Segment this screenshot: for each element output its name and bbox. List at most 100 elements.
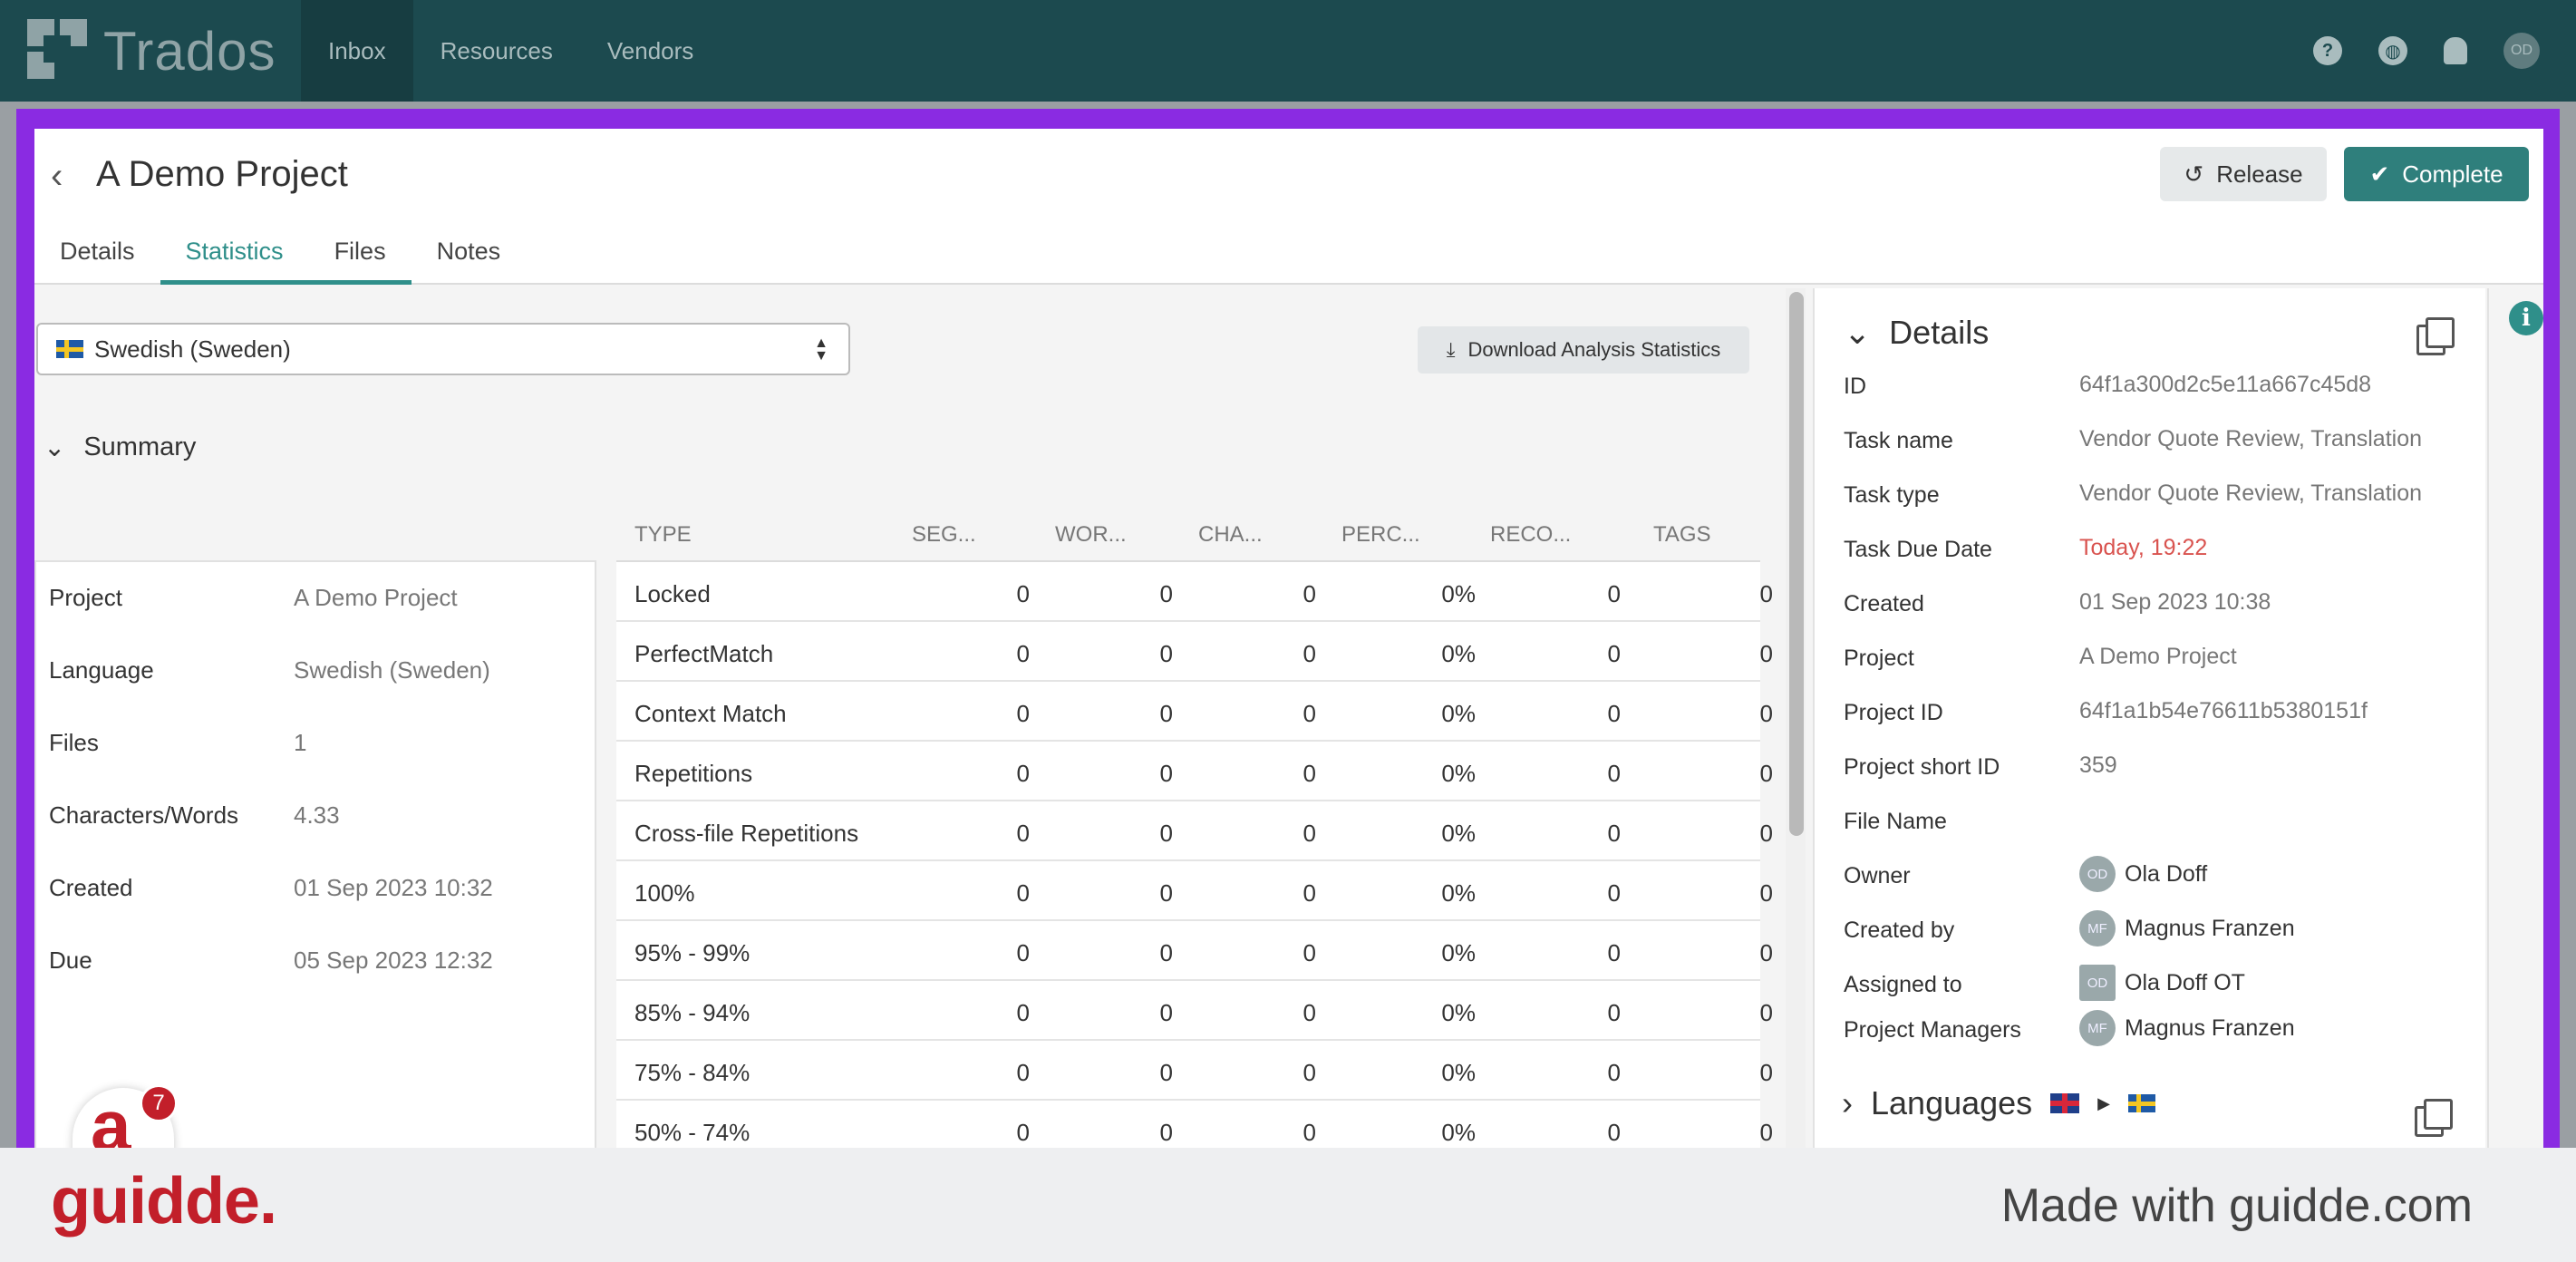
- detail-label: Project short ID: [1844, 754, 2000, 780]
- task-header: ‹ A Demo Project Details Statistics File…: [34, 129, 2543, 285]
- table-row[interactable]: 85% - 94% 0 0 0 0% 0 0: [616, 981, 1773, 1041]
- scrollbar-thumb[interactable]: [1789, 292, 1804, 836]
- language-select[interactable]: Swedish (Sweden) ▲ ▼: [36, 323, 850, 375]
- person-name: Ola Doff OT: [2125, 969, 2245, 995]
- row-cell: 0: [1016, 939, 1030, 966]
- row-cell: 0: [1303, 760, 1316, 787]
- summary-label: Project: [49, 584, 122, 611]
- row-cell: 0%: [1441, 820, 1476, 847]
- table-row[interactable]: Repetitions 0 0 0 0% 0 0: [616, 742, 1773, 801]
- row-cell: 0: [1016, 760, 1030, 787]
- detail-label: File Name: [1844, 809, 1947, 834]
- user-avatar[interactable]: OD: [2503, 33, 2540, 69]
- release-button[interactable]: ↺ Release: [2160, 147, 2327, 201]
- col-tags[interactable]: TAGS: [1653, 522, 1711, 547]
- row-cell: 0: [1159, 1119, 1173, 1146]
- row-cell: 0: [1759, 999, 1773, 1026]
- nav-resources[interactable]: Resources: [440, 36, 553, 64]
- table-row[interactable]: Cross-file Repetitions 0 0 0 0% 0 0: [616, 801, 1773, 861]
- detail-label: Project Managers: [1844, 1017, 2021, 1043]
- table-row[interactable]: 50% - 74% 0 0 0 0% 0 0: [616, 1101, 1773, 1151]
- detail-value: 01 Sep 2023 10:38: [2079, 589, 2271, 615]
- avatar: MF: [2079, 910, 2116, 946]
- download-label: Download Analysis Statistics: [1467, 338, 1721, 361]
- complete-button[interactable]: ✔ Complete: [2344, 147, 2529, 201]
- row-cell: 0: [1159, 820, 1173, 847]
- back-chevron-icon[interactable]: ‹: [51, 156, 63, 196]
- table-row[interactable]: 95% - 99% 0 0 0 0% 0 0: [616, 921, 1773, 981]
- languages-toggle[interactable]: › Languages ▶: [1842, 1084, 2166, 1122]
- row-cell: 0: [1159, 999, 1173, 1026]
- detail-label: Owner: [1844, 863, 1911, 888]
- summary-label: Characters/Words: [49, 801, 239, 829]
- tab-notes[interactable]: Notes: [436, 238, 501, 265]
- logo-text: Trados: [103, 20, 276, 82]
- guidde-logo: guidde.: [51, 1165, 277, 1238]
- detail-value: Vendor Quote Review, Translation: [2079, 426, 2423, 451]
- row-type: 50% - 74%: [634, 1119, 751, 1146]
- row-cell: 0: [1759, 820, 1773, 847]
- detail-label: Project: [1844, 646, 1914, 671]
- row-cell: 0%: [1441, 939, 1476, 966]
- side-strip: [2487, 288, 2543, 1151]
- row-cell: 0: [1607, 939, 1621, 966]
- arrow-right-icon: ▶: [2097, 1093, 2111, 1112]
- row-type: 100%: [634, 879, 695, 907]
- col-type[interactable]: TYPE: [634, 522, 692, 547]
- nav-vendors[interactable]: Vendors: [606, 36, 694, 64]
- table-row[interactable]: PerfectMatch 0 0 0 0% 0 0: [616, 622, 1773, 682]
- detail-value: Vendor Quote Review, Translation: [2079, 481, 2423, 506]
- detail-value: 64f1a1b54e76611b5380151f: [2079, 698, 2368, 723]
- details-toggle[interactable]: ⌄ Details: [1844, 314, 1989, 352]
- row-cell: 0: [1159, 879, 1173, 907]
- row-cell: 0: [1016, 999, 1030, 1026]
- col-words[interactable]: WOR...: [1055, 522, 1127, 547]
- row-cell: 0%: [1441, 879, 1476, 907]
- row-cell: 0%: [1441, 640, 1476, 667]
- table-body: Locked 0 0 0 0% 0 0 PerfectMatch 0 0 0 0% 0 0 Context …: [616, 560, 1773, 1151]
- person-name: Magnus Franzen: [2125, 1014, 2295, 1041]
- summary-value: Swedish (Sweden): [294, 656, 490, 684]
- top-bar: Trados Inbox Resources Vendors ? ◍ OD: [0, 0, 2576, 102]
- row-type: Locked: [634, 580, 711, 607]
- table-row[interactable]: 75% - 84% 0 0 0 0% 0 0: [616, 1041, 1773, 1101]
- table-row[interactable]: 100% 0 0 0 0% 0 0: [616, 861, 1773, 921]
- table-row[interactable]: Locked 0 0 0 0% 0 0: [616, 562, 1773, 622]
- copy-icon[interactable]: [2415, 1099, 2453, 1137]
- copy-icon[interactable]: [2416, 317, 2455, 355]
- row-cell: 0: [1159, 1059, 1173, 1086]
- detail-label: Task type: [1844, 482, 1940, 508]
- summary-toggle[interactable]: ⌄ Summary: [44, 432, 196, 463]
- row-cell: 0%: [1441, 700, 1476, 727]
- globe-icon[interactable]: ◍: [2378, 36, 2407, 65]
- col-segments[interactable]: SEG...: [912, 522, 976, 547]
- trados-logo[interactable]: Trados: [27, 18, 276, 83]
- row-cell: 0: [1759, 760, 1773, 787]
- row-cell: 0: [1159, 939, 1173, 966]
- nav-inbox[interactable]: Inbox: [301, 0, 413, 102]
- bell-icon[interactable]: [2444, 37, 2467, 64]
- info-icon[interactable]: i: [2509, 301, 2543, 335]
- download-statistics-button[interactable]: ⤓ Download Analysis Statistics: [1418, 326, 1749, 374]
- tab-details[interactable]: Details: [60, 238, 135, 265]
- summary-label: Files: [49, 729, 99, 756]
- row-type: Context Match: [634, 700, 787, 727]
- col-percent[interactable]: PERC...: [1341, 522, 1420, 547]
- row-cell: 0: [1303, 939, 1316, 966]
- owner-value: OD Ola Doff: [2079, 856, 2207, 892]
- help-icon[interactable]: ?: [2313, 36, 2342, 65]
- row-cell: 0: [1303, 640, 1316, 667]
- detail-label: ID: [1844, 374, 1866, 399]
- tab-files[interactable]: Files: [308, 228, 412, 285]
- row-cell: 0: [1016, 1119, 1030, 1146]
- row-cell: 0: [1759, 700, 1773, 727]
- row-cell: 0: [1607, 700, 1621, 727]
- col-recognized[interactable]: RECO...: [1490, 522, 1572, 547]
- row-type: Cross-file Repetitions: [634, 820, 859, 847]
- release-label: Release: [2216, 160, 2303, 188]
- row-cell: 0: [1303, 1119, 1316, 1146]
- tab-statistics[interactable]: Statistics: [160, 228, 309, 285]
- col-characters[interactable]: CHA...: [1198, 522, 1263, 547]
- row-cell: 0: [1303, 700, 1316, 727]
- table-row[interactable]: Context Match 0 0 0 0% 0 0: [616, 682, 1773, 742]
